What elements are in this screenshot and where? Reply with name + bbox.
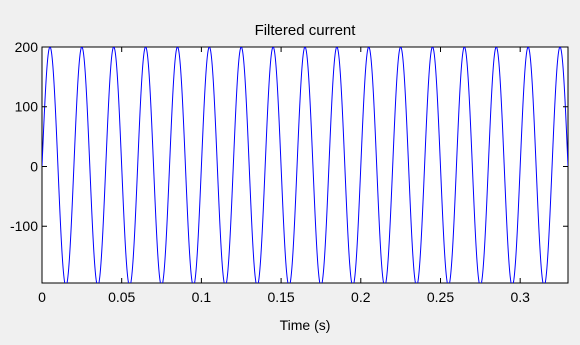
x-tick-label: 0.2 [351,289,371,305]
y-tick-label: 100 [15,99,39,115]
x-axis-label: Time (s) [280,317,331,333]
y-tick-label: -100 [10,218,38,234]
x-tick-label: 0.15 [267,289,294,305]
y-axis: -100 0 100 200 [10,39,568,234]
x-tick-label: 0.25 [427,289,454,305]
x-tick-label: 0.3 [510,289,530,305]
axes-area [41,46,569,284]
x-tick-label: 0.1 [192,289,212,305]
y-tick-label: 0 [30,158,38,174]
x-tick-label: 0 [38,289,46,305]
x-tick-label: 0.05 [108,289,135,305]
x-axis: 0 0.05 0.1 0.15 0.2 0.25 0.3 [38,47,530,305]
y-tick-label: 200 [15,39,39,55]
chart-title: Filtered current [255,22,357,39]
